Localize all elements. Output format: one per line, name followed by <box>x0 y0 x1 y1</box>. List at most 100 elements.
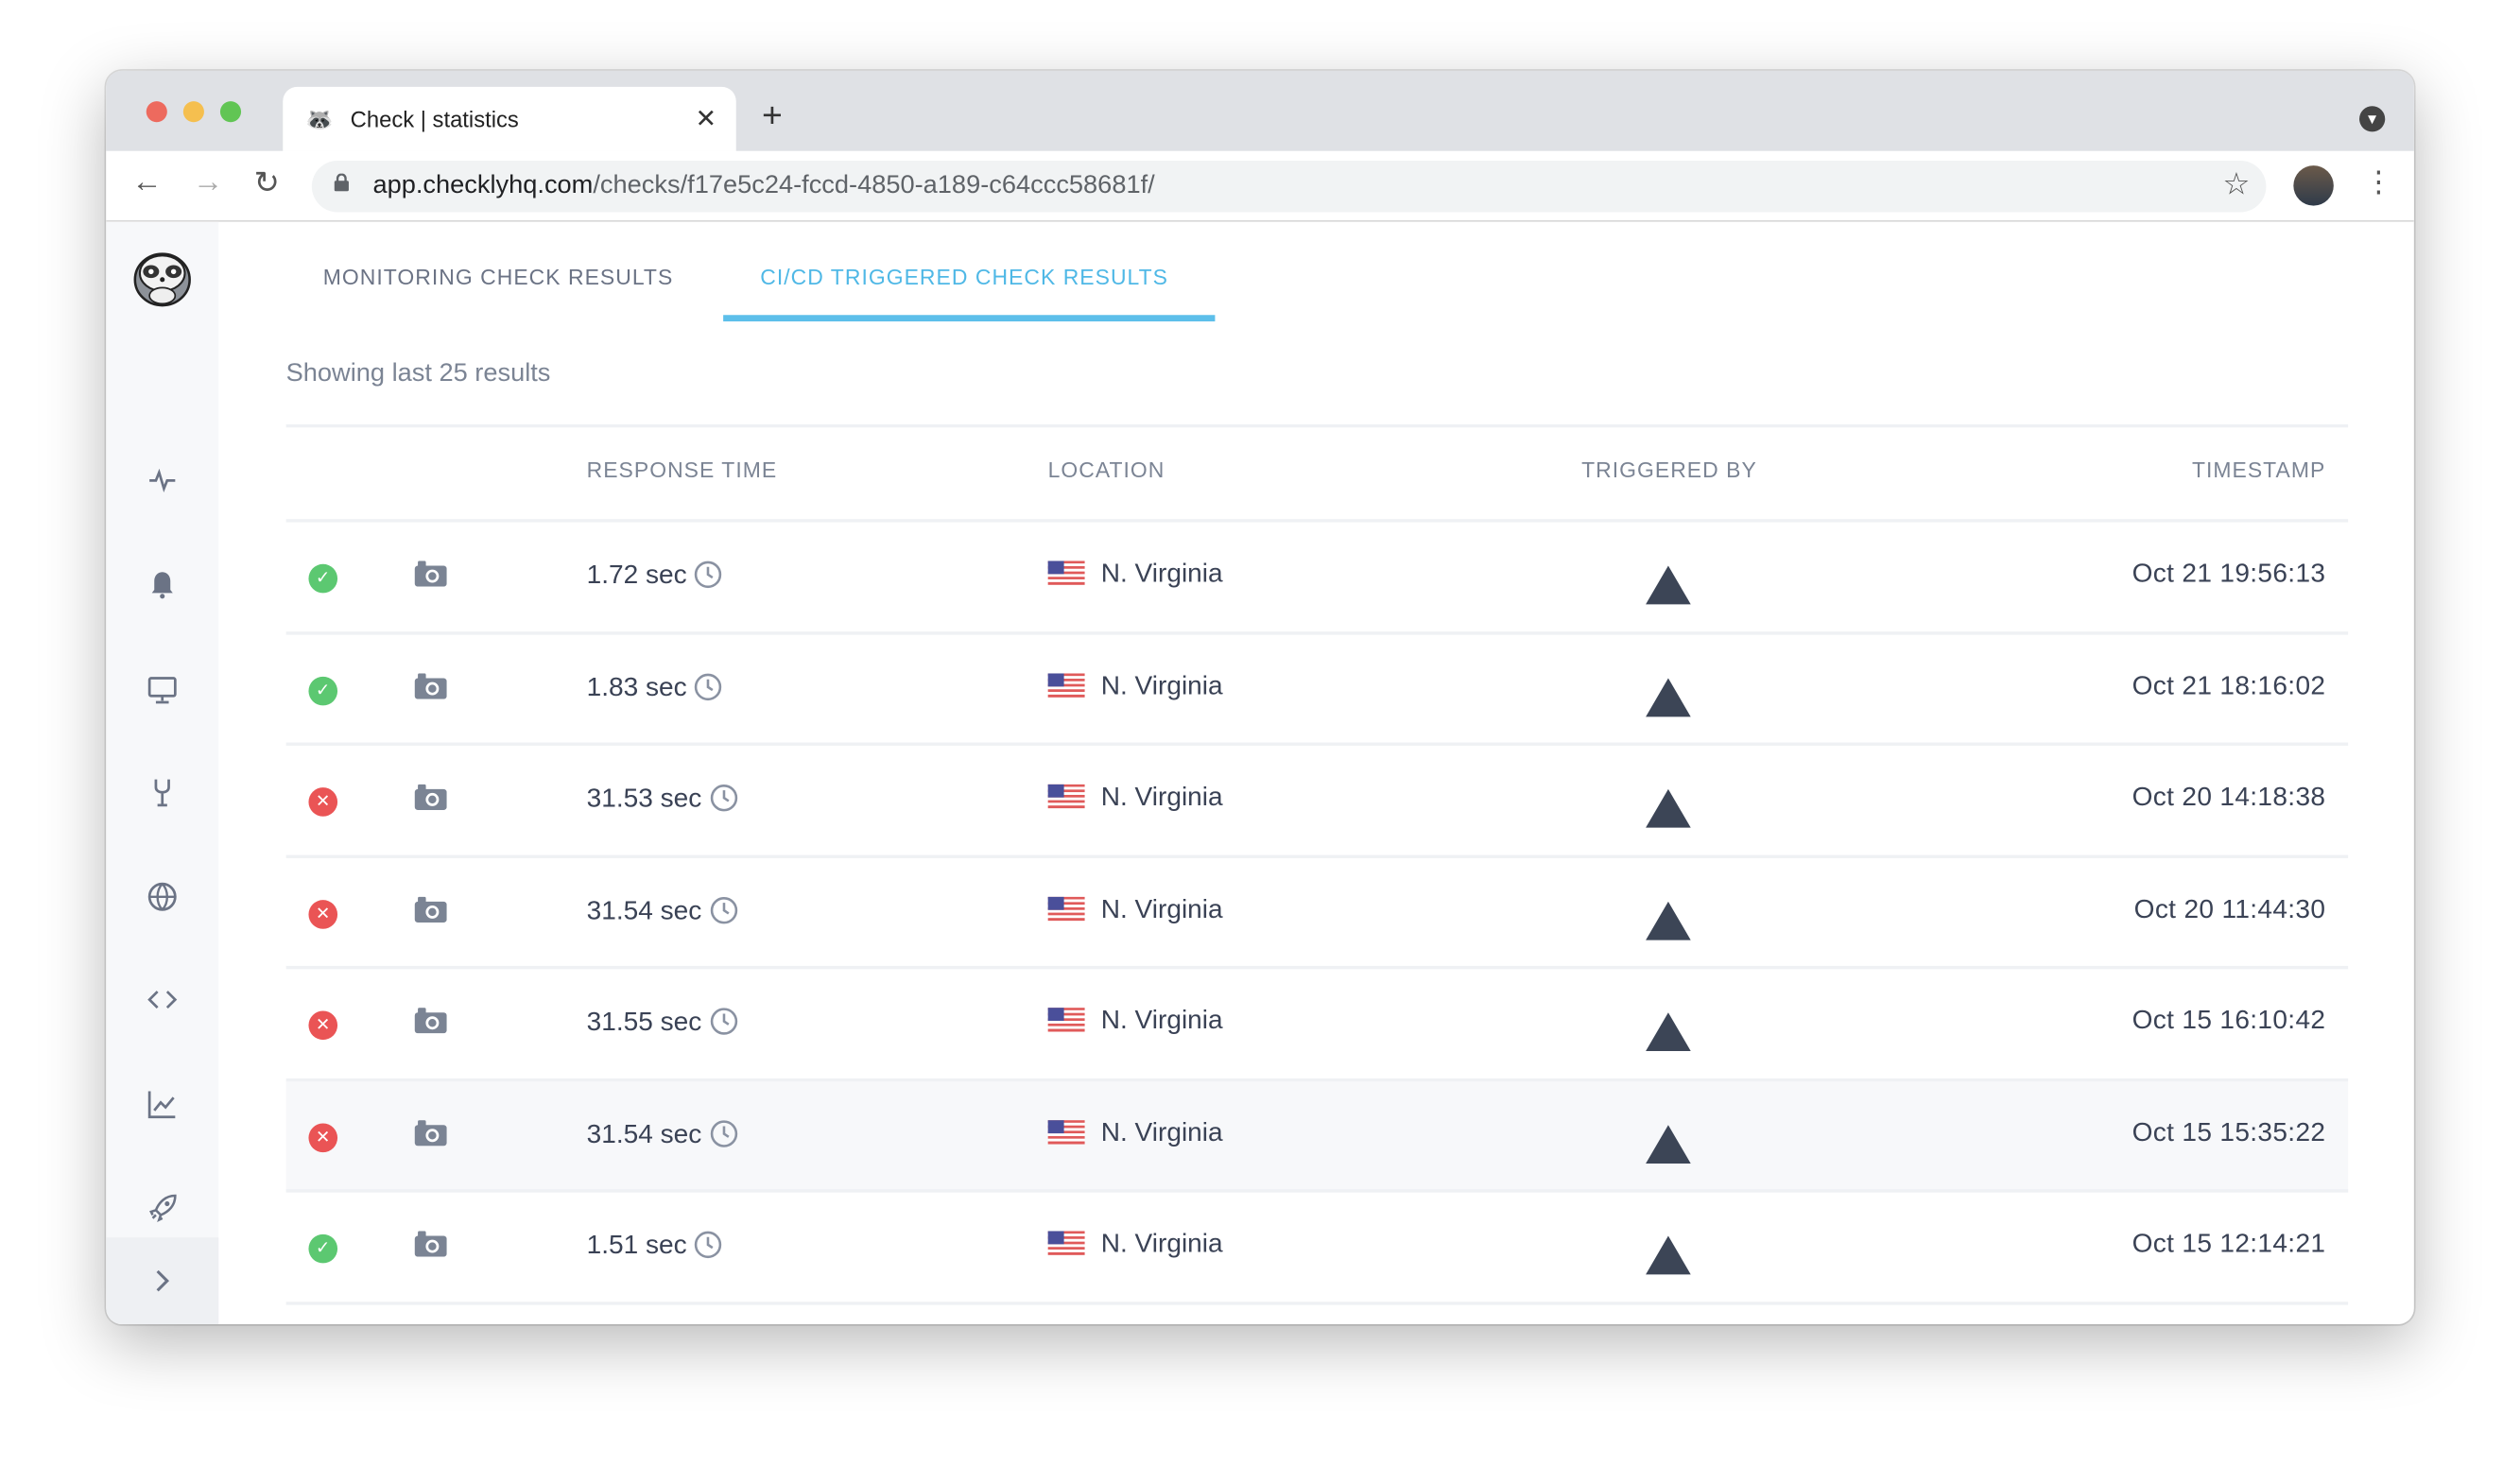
x-circle-icon: ✕ <box>308 1122 338 1152</box>
vercel-triangle-icon <box>1646 788 1691 828</box>
minimize-window-button[interactable] <box>182 101 204 123</box>
sidebar-expand-button[interactable] <box>106 1237 219 1325</box>
back-icon[interactable]: ← <box>131 165 163 199</box>
clock-icon[interactable] <box>693 671 723 701</box>
location: N. Virginia <box>1100 1117 1223 1147</box>
vercel-triangle-icon <box>1646 1124 1691 1164</box>
tab-title: Check | statistics <box>350 106 519 132</box>
response-time: 31.54 sec <box>586 1119 702 1148</box>
globe-icon[interactable] <box>147 881 179 913</box>
vercel-triangle-icon <box>1646 1012 1691 1051</box>
sidebar <box>106 221 219 1325</box>
browser-toolbar: ← → ↻ app.checklyhq.com/checks/f17e5c24-… <box>106 150 2414 222</box>
camera-screenshot-icon[interactable] <box>414 895 447 923</box>
x-circle-icon: ✕ <box>308 787 338 817</box>
clock-icon[interactable] <box>708 783 738 813</box>
vercel-triangle-icon <box>1646 565 1691 605</box>
check-circle-icon: ✓ <box>308 563 338 594</box>
header-location[interactable]: LOCATION <box>1047 457 1165 483</box>
us-flag-icon <box>1047 672 1085 698</box>
table-row[interactable]: ✓ 1.72 sec N. Virginia Oct 21 19:56:13 <box>286 523 2348 633</box>
table-row[interactable]: ✕ 31.53 sec N. Virginia Oct 20 14:18:38 <box>286 746 2348 856</box>
table-row[interactable]: ✓ 1.83 sec N. Virginia Oct 21 18:16:02 <box>286 634 2348 745</box>
bookmark-star-icon[interactable]: ☆ <box>2222 168 2251 203</box>
us-flag-icon <box>1047 784 1085 809</box>
close-window-button[interactable] <box>146 101 167 123</box>
tools-icon[interactable] <box>147 776 179 808</box>
reload-icon[interactable]: ↻ <box>253 166 280 201</box>
tab-bar: 🦝 Check | statistics ✕ + ▼ <box>106 70 2414 151</box>
response-time: 31.55 sec <box>586 1008 702 1037</box>
response-time: 1.51 sec <box>586 1231 687 1261</box>
location: N. Virginia <box>1100 894 1223 923</box>
timestamp: Oct 20 11:44:30 <box>2133 894 2326 923</box>
clock-icon[interactable] <box>708 1118 738 1148</box>
code-icon[interactable] <box>147 984 179 1016</box>
response-time: 1.83 sec <box>586 672 687 702</box>
response-time: 31.53 sec <box>586 784 702 814</box>
raccoon-favicon-icon: 🦝 <box>305 106 334 132</box>
timestamp: Oct 21 18:16:02 <box>2132 670 2326 700</box>
timestamp: Oct 15 12:14:21 <box>2132 1229 2326 1259</box>
menu-kebab-icon[interactable]: ⋮ <box>2364 165 2393 198</box>
location: N. Virginia <box>1100 670 1223 700</box>
header-triggered-by[interactable]: TRIGGERED BY <box>1581 457 1757 483</box>
timestamp: Oct 21 19:56:13 <box>2132 559 2326 589</box>
camera-screenshot-icon[interactable] <box>414 784 447 810</box>
check-circle-icon: ✓ <box>308 675 338 705</box>
clock-icon[interactable] <box>708 1006 738 1036</box>
us-flag-icon <box>1047 1008 1085 1032</box>
clock-icon[interactable] <box>708 894 738 924</box>
main-content: MONITORING CHECK RESULTS CI/CD TRIGGERED… <box>218 222 2414 1324</box>
clock-icon[interactable] <box>693 1230 723 1260</box>
results-summary: Showing last 25 results <box>285 359 551 388</box>
browser-window: 🦝 Check | statistics ✕ + ▼ ← → ↻ app.che… <box>106 70 2414 1325</box>
profile-avatar[interactable] <box>2293 165 2334 206</box>
x-circle-icon: ✕ <box>308 1010 338 1041</box>
camera-screenshot-icon[interactable] <box>414 672 447 699</box>
timestamp: Oct 15 15:35:22 <box>2132 1117 2326 1147</box>
table-row[interactable]: ✕ 31.55 sec N. Virginia Oct 15 16:10:42 <box>286 969 2348 1079</box>
lock-icon <box>334 173 349 192</box>
tab-cicd-triggered-check-results[interactable]: CI/CD TRIGGERED CHECK RESULTS <box>760 265 1169 290</box>
us-flag-icon <box>1047 895 1085 921</box>
table-row[interactable]: ✕ 31.54 sec N. Virginia Oct 15 15:35:22 <box>285 1080 2349 1192</box>
address-bar[interactable]: app.checklyhq.com/checks/f17e5c24-fccd-4… <box>311 161 2267 213</box>
vercel-triangle-icon <box>1646 901 1691 940</box>
header-timestamp[interactable]: TIMESTAMP <box>2191 457 2326 483</box>
chart-icon[interactable] <box>147 1088 179 1120</box>
forward-icon[interactable]: → <box>193 165 224 199</box>
maximize-window-button[interactable] <box>219 101 242 123</box>
checkly-raccoon-logo[interactable] <box>129 241 196 308</box>
timestamp: Oct 15 16:10:42 <box>2132 1006 2326 1035</box>
location: N. Virginia <box>1100 1006 1223 1035</box>
camera-screenshot-icon[interactable] <box>414 1231 447 1257</box>
header-response-time[interactable]: RESPONSE TIME <box>586 457 778 483</box>
camera-screenshot-icon[interactable] <box>414 561 447 587</box>
vercel-triangle-icon <box>1646 677 1691 716</box>
rocket-icon[interactable] <box>147 1193 179 1225</box>
x-circle-icon: ✕ <box>308 899 338 928</box>
response-time: 1.72 sec <box>586 561 687 591</box>
response-time: 31.54 sec <box>586 895 702 925</box>
active-tab-indicator <box>723 315 1216 322</box>
new-tab-button[interactable]: + <box>761 95 783 135</box>
table-row[interactable]: ✕ 31.54 sec N. Virginia Oct 20 11:44:30 <box>286 857 2348 968</box>
clock-icon[interactable] <box>693 560 723 590</box>
us-flag-icon <box>1047 1119 1085 1144</box>
timestamp: Oct 20 14:18:38 <box>2132 783 2326 812</box>
activity-icon[interactable] <box>147 464 179 496</box>
vercel-triangle-icon <box>1646 1235 1691 1275</box>
location: N. Virginia <box>1100 783 1223 812</box>
monitor-icon[interactable] <box>147 673 179 705</box>
chevron-right-icon <box>156 1269 169 1292</box>
bell-icon[interactable] <box>147 569 179 601</box>
camera-screenshot-icon[interactable] <box>414 1119 447 1146</box>
close-tab-icon[interactable]: ✕ <box>695 106 717 134</box>
url-path: /checks/f17e5c24-fccd-4850-a189-c64ccc58… <box>593 171 1155 199</box>
table-row[interactable]: ✓ 1.51 sec N. Virginia Oct 15 12:14:21 <box>286 1193 2348 1303</box>
browser-tab[interactable]: 🦝 Check | statistics ✕ <box>283 86 736 151</box>
tab-search-dropdown-icon[interactable]: ▼ <box>2359 106 2386 132</box>
tab-monitoring-check-results[interactable]: MONITORING CHECK RESULTS <box>322 265 674 290</box>
camera-screenshot-icon[interactable] <box>414 1008 447 1034</box>
